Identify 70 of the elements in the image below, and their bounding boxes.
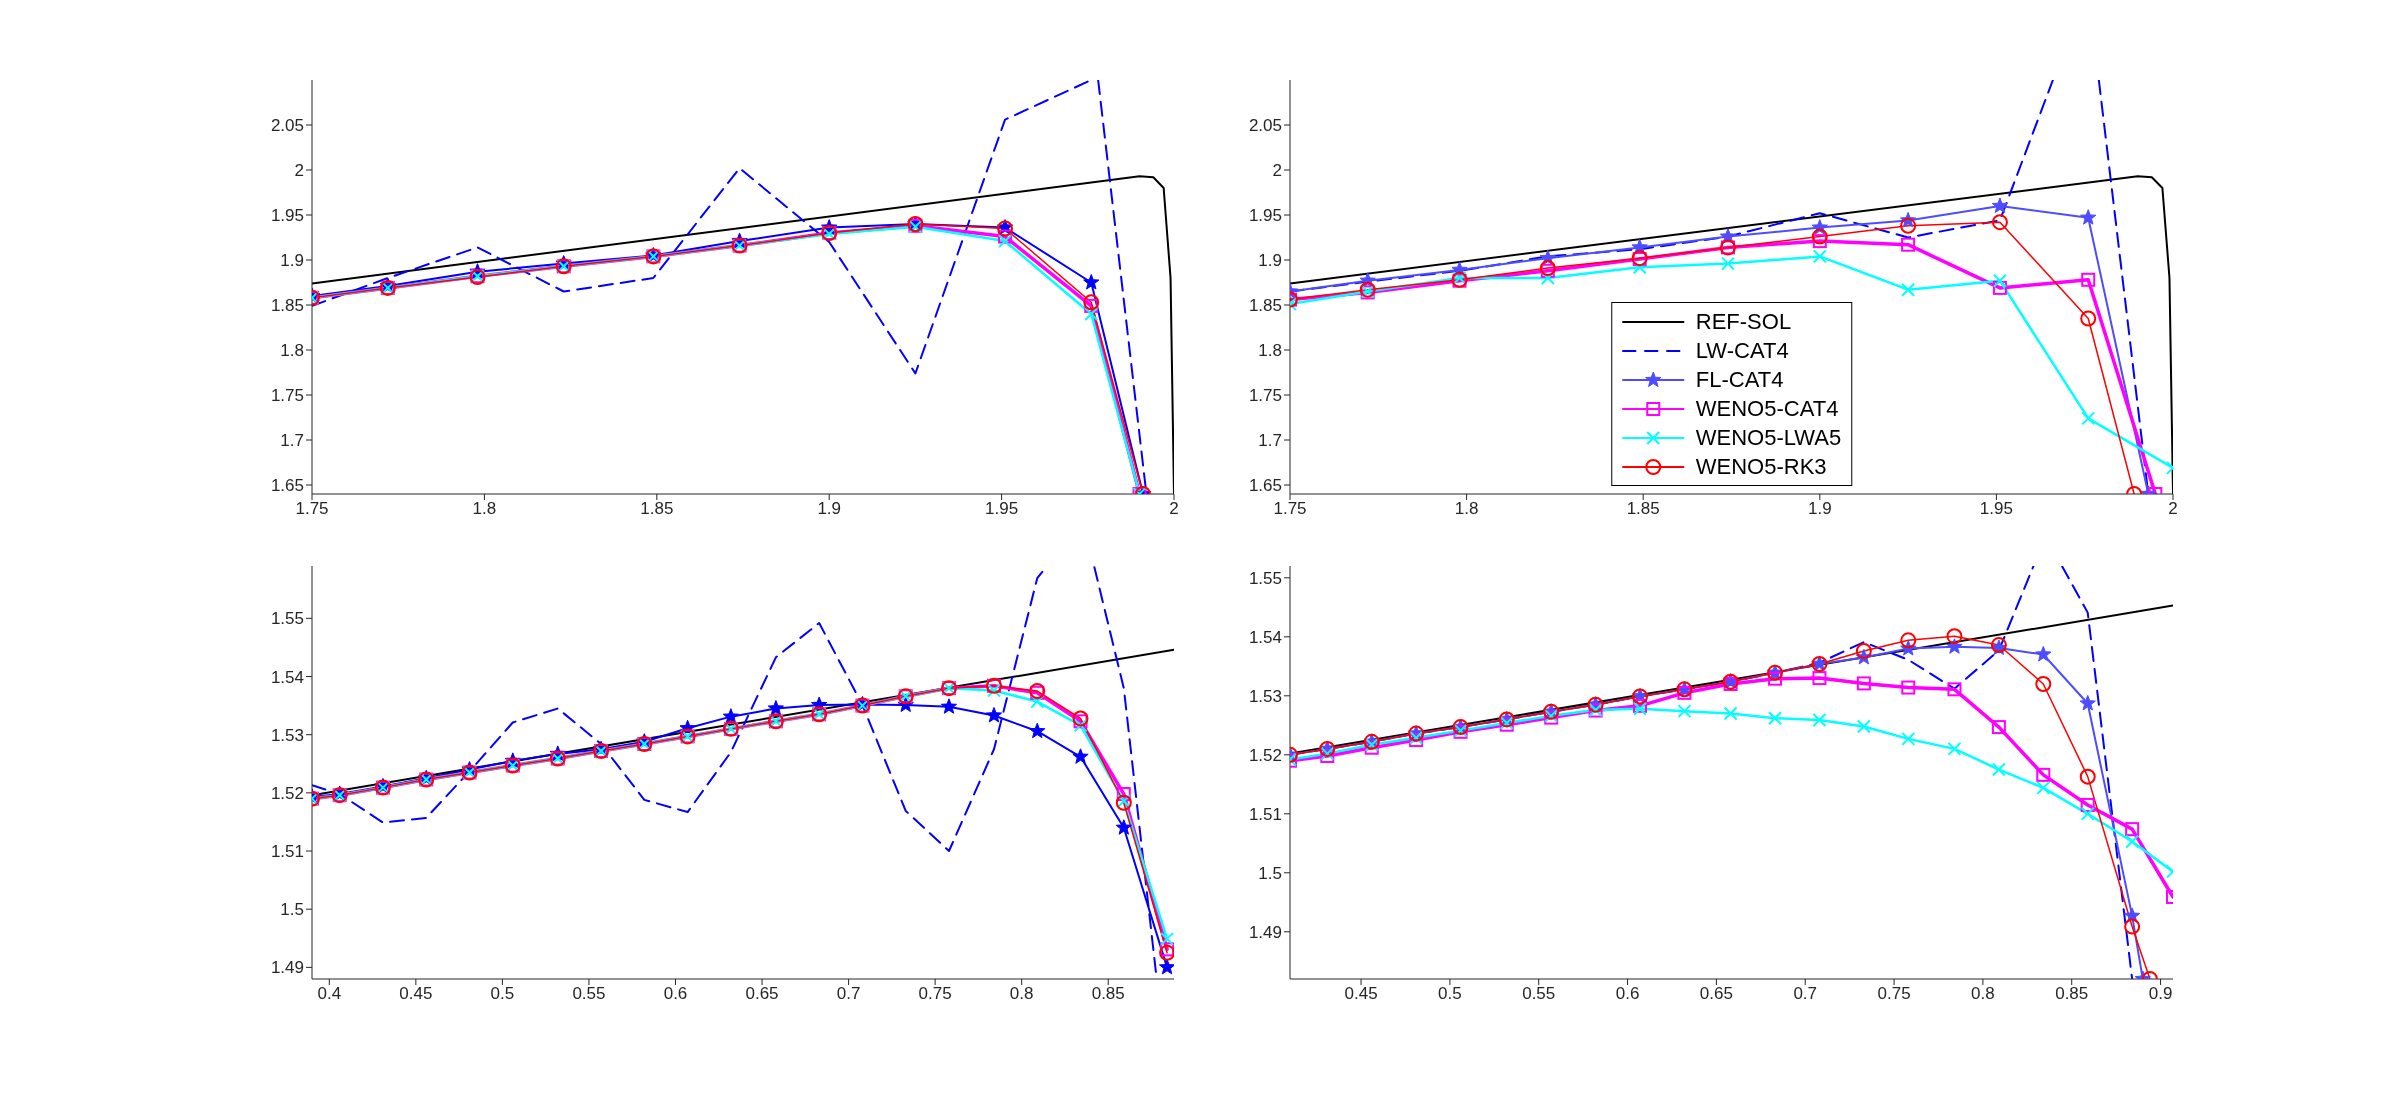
y-tick-label: 1.65 — [270, 476, 304, 496]
y-tick-label: 1.5 — [1258, 863, 1282, 883]
y-tick-label: 1.7 — [280, 431, 304, 451]
x-tick-label: 0.8 — [1009, 984, 1034, 1004]
y-tick-label: 1.49 — [270, 958, 304, 978]
x-tick-label: 1.75 — [295, 499, 329, 519]
y-tick-label: 1.75 — [270, 386, 304, 406]
x-tick-label: 1.75 — [1273, 499, 1307, 519]
x-tick-label: 0.8 — [1971, 984, 1995, 1004]
y-tick-label: 1.52 — [1248, 745, 1282, 765]
x-tick-label: 2 — [2168, 499, 2178, 519]
y-tick-label: 1.8 — [1258, 341, 1282, 361]
y-tick-label: 1.51 — [1248, 804, 1282, 824]
y-tick-label: 2 — [1272, 161, 1282, 181]
x-tick-label: 1.9 — [817, 499, 842, 519]
y-tick-label: 2.05 — [270, 116, 304, 136]
y-tick-label: 1.65 — [1248, 476, 1282, 496]
x-tick-label: 0.55 — [1522, 984, 1556, 1004]
y-tick-label: 1.54 — [270, 667, 304, 687]
x-tick-label: 0.65 — [745, 984, 779, 1004]
x-tick-label: 0.5 — [490, 984, 515, 1004]
y-tick-label: 1.9 — [1258, 251, 1282, 271]
x-tick-label: 1.85 — [1626, 499, 1660, 519]
x-tick-label: 0.65 — [1699, 984, 1733, 1004]
x-tick-label: 0.6 — [663, 984, 688, 1004]
x-tick-label: 2 — [1169, 499, 1179, 519]
x-tick-label: 0.45 — [399, 984, 433, 1004]
y-tick-label: 1.95 — [1248, 206, 1282, 226]
y-tick-label: 1.9 — [280, 251, 304, 271]
legend-label: FL-CAT4 — [1695, 366, 1784, 394]
y-tick-label: 1.49 — [1248, 922, 1282, 942]
x-tick-label: 0.6 — [1615, 984, 1640, 1004]
x-tick-label: 0.7 — [836, 984, 861, 1004]
y-tick-label: 2 — [294, 161, 304, 181]
legend-label: LW-CAT4 — [1695, 337, 1789, 365]
x-tick-label: 0.75 — [1877, 984, 1911, 1004]
y-tick-label: 1.5 — [280, 900, 304, 920]
x-tick-label: 0.5 — [1438, 984, 1462, 1004]
legend-label: REF-SOL — [1695, 308, 1792, 336]
y-tick-label: 1.75 — [1248, 386, 1282, 406]
x-tick-label: 1.8 — [1454, 499, 1479, 519]
y-tick-label: 1.7 — [1258, 431, 1282, 451]
y-tick-label: 1.53 — [1248, 686, 1282, 706]
legend-label: WENO5-LWA5 — [1695, 424, 1842, 452]
y-tick-label: 1.52 — [270, 783, 304, 803]
x-tick-label: 0.4 — [317, 984, 342, 1004]
legend-label: WENO5-CAT4 — [1695, 395, 1839, 423]
y-tick-label: 1.85 — [1248, 296, 1282, 316]
x-tick-label: 1.85 — [640, 499, 674, 519]
x-tick-label: 1.9 — [1807, 499, 1832, 519]
x-tick-label: 0.85 — [2055, 984, 2089, 1004]
x-tick-label: 0.85 — [1091, 984, 1125, 1004]
y-tick-label: 1.51 — [270, 842, 304, 862]
x-tick-label: 0.45 — [1344, 984, 1378, 1004]
y-tick-label: 1.53 — [270, 725, 304, 745]
y-tick-label: 1.85 — [270, 296, 304, 316]
x-tick-label: 0.75 — [918, 984, 952, 1004]
x-tick-label: 0.7 — [1793, 984, 1818, 1004]
x-tick-label: 1.8 — [472, 499, 497, 519]
y-tick-label: 1.95 — [270, 206, 304, 226]
x-tick-label: 1.95 — [985, 499, 1019, 519]
x-tick-label: 0.55 — [572, 984, 606, 1004]
y-tick-label: 1.54 — [1248, 627, 1282, 647]
y-tick-label: 1.55 — [1248, 568, 1282, 588]
legend-label: WENO5-RK3 — [1695, 453, 1827, 481]
x-tick-label: 1.95 — [1979, 499, 2013, 519]
y-tick-label: 1.55 — [270, 609, 304, 629]
x-tick-label: 0.9 — [2148, 984, 2173, 1004]
y-tick-label: 1.8 — [280, 341, 304, 361]
y-tick-label: 2.05 — [1248, 116, 1282, 136]
